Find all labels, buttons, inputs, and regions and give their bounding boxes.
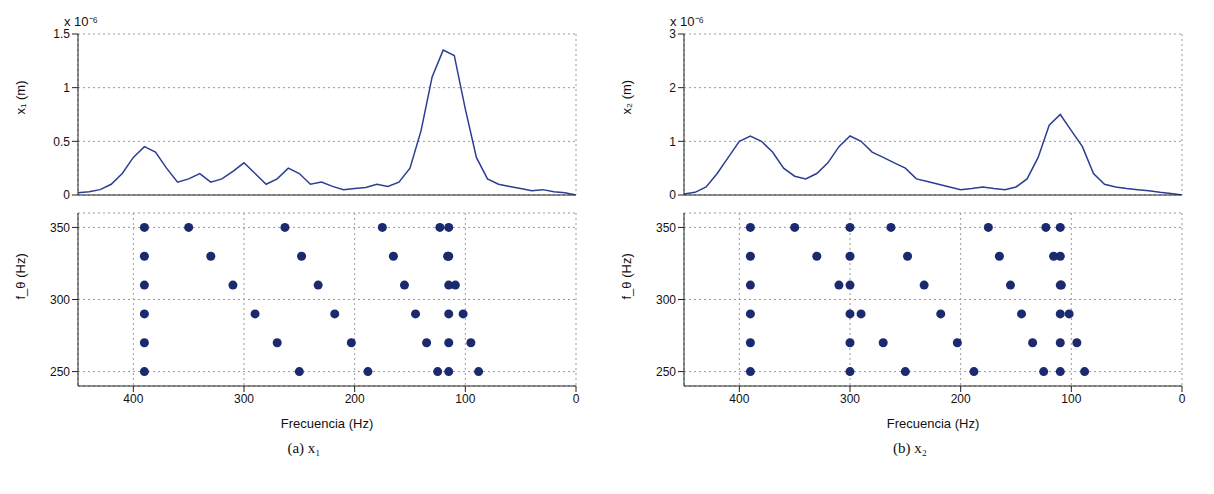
svg-text:350: 350 [50,221,70,235]
svg-text:f_θ (Hz): f_θ (Hz) [619,253,634,299]
svg-text:300: 300 [50,293,70,307]
html-text:x 10⁻⁶: x 10⁻⁶ [670,14,704,29]
svg-text:0: 0 [573,392,580,406]
svg-text:250: 250 [656,365,676,379]
svg-text:0: 0 [63,188,70,202]
svg-text:f_θ (Hz): f_θ (Hz) [13,253,28,299]
svg-text:2: 2 [669,81,676,95]
svg-text:350: 350 [656,221,676,235]
svg-text:300: 300 [656,293,676,307]
svg-text:200: 200 [951,392,971,406]
svg-text:250: 250 [50,365,70,379]
svg-text:0: 0 [669,188,676,202]
svg-text:1: 1 [669,135,676,149]
svg-text:1.5: 1.5 [53,27,70,41]
svg-text:400: 400 [123,392,143,406]
svg-text:100: 100 [455,392,475,406]
svg-text:0: 0 [1179,392,1186,406]
svg-text:3: 3 [669,27,676,41]
svg-text:Frecuencia (Hz): Frecuencia (Hz) [887,416,979,431]
svg-text:200: 200 [345,392,365,406]
svg-text:1: 1 [63,81,70,95]
svg-text:Frecuencia (Hz): Frecuencia (Hz) [281,416,373,431]
svg-text:x₂ (m): x₂ (m) [619,80,634,115]
svg-text:100: 100 [1061,392,1081,406]
html-text:(a) x₁: (a) x₁ [287,440,321,456]
svg-text:0.5: 0.5 [53,135,70,149]
svg-text:400: 400 [729,392,749,406]
html-text:(b) x₂: (b) x₂ [893,440,927,456]
html-text:x 10⁻⁶: x 10⁻⁶ [64,14,98,29]
svg-text:300: 300 [234,392,254,406]
svg-text:x₁ (m): x₁ (m) [13,81,28,115]
svg-text:300: 300 [840,392,860,406]
